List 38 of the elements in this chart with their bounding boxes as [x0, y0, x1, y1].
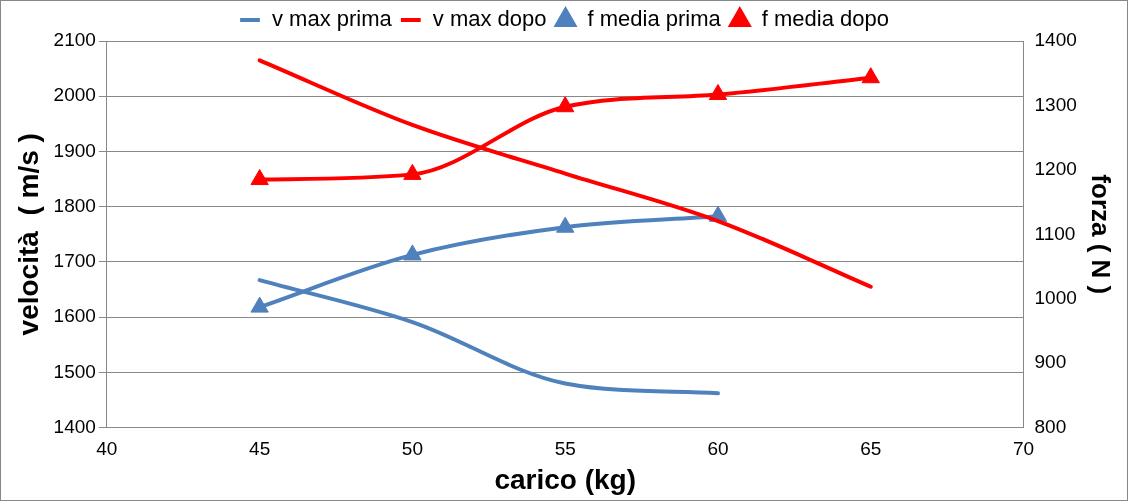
point — [708, 83, 728, 100]
y2-tick-label: 1100 — [1034, 222, 1076, 244]
point — [556, 96, 575, 113]
legend-label: f media dopo — [761, 6, 889, 32]
point — [250, 296, 269, 313]
y2-axis-title: forza ( N ) — [1086, 174, 1117, 295]
y-tick-label: 1800 — [53, 194, 96, 216]
y-tick-label: 1900 — [53, 139, 96, 161]
y-tick-label: 1700 — [53, 250, 96, 272]
y2-tick-label: 1200 — [1034, 158, 1077, 180]
y2-tick-label: 1400 — [1034, 29, 1077, 51]
y2-tick-label: 1300 — [1034, 93, 1077, 115]
point — [403, 244, 422, 261]
legend-label: f media prima — [587, 6, 722, 32]
x-tick-label: 70 — [1012, 438, 1035, 460]
y-axis-title: velocità ( m/s ) — [12, 133, 44, 336]
y-tick-label: 1600 — [53, 305, 96, 327]
x-tick-label: 55 — [554, 438, 576, 460]
y-tick-label: 1500 — [53, 360, 96, 382]
y-tick-label: 2000 — [53, 84, 96, 106]
line-series — [257, 58, 873, 289]
y2-tick-label: 800 — [1034, 415, 1067, 437]
point — [861, 67, 880, 84]
x-tick-label: 50 — [401, 438, 423, 460]
legend-label: v max dopo — [432, 6, 547, 32]
x-tick-label: 45 — [249, 438, 271, 460]
x-axis-title: carico (kg) — [494, 463, 636, 495]
point — [250, 169, 269, 186]
y-tick-label: 2100 — [53, 29, 96, 51]
legend-label: v max prima — [272, 6, 393, 32]
y-tick-label: 1400 — [53, 415, 96, 437]
x-tick-label: 65 — [860, 438, 882, 460]
point — [403, 163, 422, 180]
y2-tick-label: 1000 — [1034, 286, 1077, 308]
y2-tick-label: 900 — [1034, 351, 1067, 373]
x-tick-label: 40 — [96, 438, 118, 460]
x-tick-label: 60 — [707, 438, 729, 460]
point — [556, 216, 575, 233]
